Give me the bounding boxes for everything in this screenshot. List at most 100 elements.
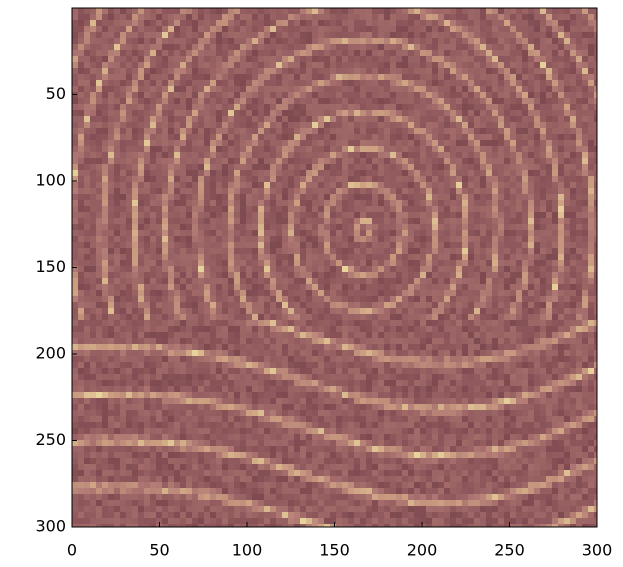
pixel xyxy=(576,26,582,32)
pixel xyxy=(84,8,90,14)
pixel xyxy=(516,296,522,302)
pixel xyxy=(258,344,264,350)
pixel xyxy=(408,344,414,350)
pixel xyxy=(486,44,492,50)
pixel xyxy=(570,308,576,314)
pixel xyxy=(114,314,120,320)
pixel xyxy=(552,86,558,92)
pixel xyxy=(468,164,474,170)
pixel xyxy=(324,140,330,146)
pixel xyxy=(282,272,288,278)
pixel xyxy=(366,260,372,266)
pixel xyxy=(312,296,318,302)
pixel xyxy=(138,332,144,338)
pixel xyxy=(450,194,456,200)
pixel xyxy=(438,164,444,170)
pixel xyxy=(414,20,420,26)
pixel xyxy=(348,290,354,296)
pixel xyxy=(384,248,390,254)
pixel xyxy=(288,182,294,188)
pixel xyxy=(336,116,342,122)
pixel xyxy=(564,122,570,128)
pixel xyxy=(510,242,516,248)
pixel xyxy=(234,14,240,20)
pixel xyxy=(180,236,186,242)
pixel xyxy=(270,344,276,350)
pixel xyxy=(102,128,108,134)
pixel xyxy=(480,284,486,290)
pixel xyxy=(378,320,384,326)
pixel xyxy=(282,302,288,308)
pixel xyxy=(450,236,456,242)
pixel xyxy=(354,338,360,344)
pixel xyxy=(270,50,276,56)
pixel xyxy=(90,32,96,38)
pixel xyxy=(444,146,450,152)
pixel xyxy=(306,62,312,68)
pixel xyxy=(564,302,570,308)
pixel xyxy=(486,86,492,92)
pixel xyxy=(156,278,162,284)
pixel xyxy=(138,272,144,278)
pixel xyxy=(384,68,390,74)
pixel xyxy=(258,134,264,140)
pixel xyxy=(156,230,162,236)
pixel xyxy=(318,158,324,164)
pixel xyxy=(336,314,342,320)
pixel xyxy=(444,344,450,350)
pixel xyxy=(96,248,102,254)
pixel xyxy=(528,314,534,320)
pixel xyxy=(354,326,360,332)
pixel xyxy=(306,206,312,212)
pixel xyxy=(522,218,528,224)
pixel xyxy=(408,290,414,296)
pixel xyxy=(312,176,318,182)
pixel xyxy=(120,110,126,116)
pixel xyxy=(558,278,564,284)
pixel xyxy=(528,38,534,44)
pixel xyxy=(228,68,234,74)
pixel xyxy=(198,188,204,194)
pixel xyxy=(78,14,84,20)
pixel xyxy=(402,92,408,98)
pixel xyxy=(114,26,120,32)
pixel xyxy=(294,8,300,14)
pixel xyxy=(198,140,204,146)
pixel xyxy=(432,266,438,272)
pixel xyxy=(204,188,210,194)
pixel xyxy=(528,20,534,26)
pixel xyxy=(264,320,270,326)
pixel xyxy=(462,158,468,164)
pixel xyxy=(354,140,360,146)
pixel xyxy=(510,230,516,236)
pixel xyxy=(480,104,486,110)
pixel xyxy=(162,14,168,20)
pixel xyxy=(372,326,378,332)
pixel xyxy=(402,248,408,254)
pixel xyxy=(216,236,222,242)
pixel xyxy=(270,74,276,80)
pixel xyxy=(252,266,258,272)
pixel xyxy=(246,62,252,68)
pixel xyxy=(246,122,252,128)
pixel xyxy=(144,86,150,92)
pixel xyxy=(552,14,558,20)
image xyxy=(72,8,597,527)
pixel xyxy=(450,104,456,110)
pixel xyxy=(216,38,222,44)
pixel xyxy=(126,146,132,152)
pixel xyxy=(204,158,210,164)
pixel xyxy=(456,332,462,338)
pixel xyxy=(216,206,222,212)
pixel xyxy=(282,266,288,272)
pixel xyxy=(78,158,84,164)
pixel xyxy=(360,182,366,188)
pixel xyxy=(408,164,414,170)
pixel xyxy=(336,110,342,116)
pixel xyxy=(180,320,186,326)
pixel xyxy=(330,50,336,56)
pixel xyxy=(162,104,168,110)
pixel xyxy=(150,32,156,38)
pixel xyxy=(450,74,456,80)
pixel xyxy=(402,326,408,332)
